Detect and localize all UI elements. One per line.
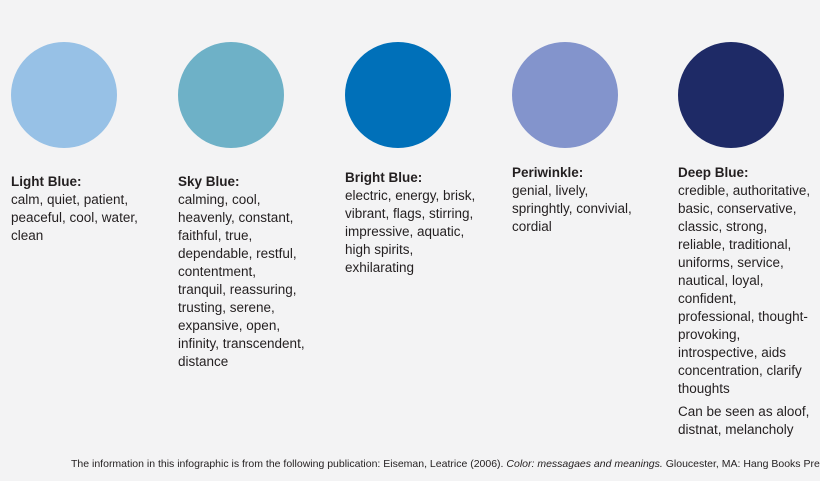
swatch-description-deep-blue: credible, authoritative, basic, conserva… (678, 183, 811, 396)
swatch-circle-light-blue (11, 42, 117, 148)
swatch-circle-deep-blue (678, 42, 784, 148)
swatch-circle-periwinkle (512, 42, 618, 148)
swatch-title-bright-blue: Bright Blue: (345, 170, 423, 185)
swatch-title-light-blue: Light Blue: (11, 174, 82, 189)
swatch-description-light-blue: calm, quiet, patient, peaceful, cool, wa… (11, 192, 138, 243)
swatch-circle-sky-blue (178, 42, 284, 148)
citation-suffix: Gloucester, MA: Hang Books Press (662, 458, 820, 470)
swatch-title-periwinkle: Periwinkle: (512, 165, 584, 180)
citation-prefix: The information in this infographic is f… (71, 458, 507, 470)
swatch-title-sky-blue: Sky Blue: (178, 174, 240, 189)
swatch-title-deep-blue: Deep Blue: (678, 165, 749, 180)
citation-title: Color: messagaes and meanings. (506, 458, 663, 470)
swatch-extra-note-deep-blue: Can be seen as aloof, distnat, melanchol… (678, 404, 810, 437)
swatch-circle-bright-blue (345, 42, 451, 148)
citation-footer: The information in this infographic is f… (71, 458, 820, 471)
swatch-description-bright-blue: electric, energy, brisk, vibrant, flags,… (345, 188, 476, 275)
swatch-description-periwinkle: genial, lively, springhtly, convivial, c… (512, 183, 632, 234)
swatch-description-sky-blue: calming, cool, heavenly, constant, faith… (178, 192, 305, 369)
